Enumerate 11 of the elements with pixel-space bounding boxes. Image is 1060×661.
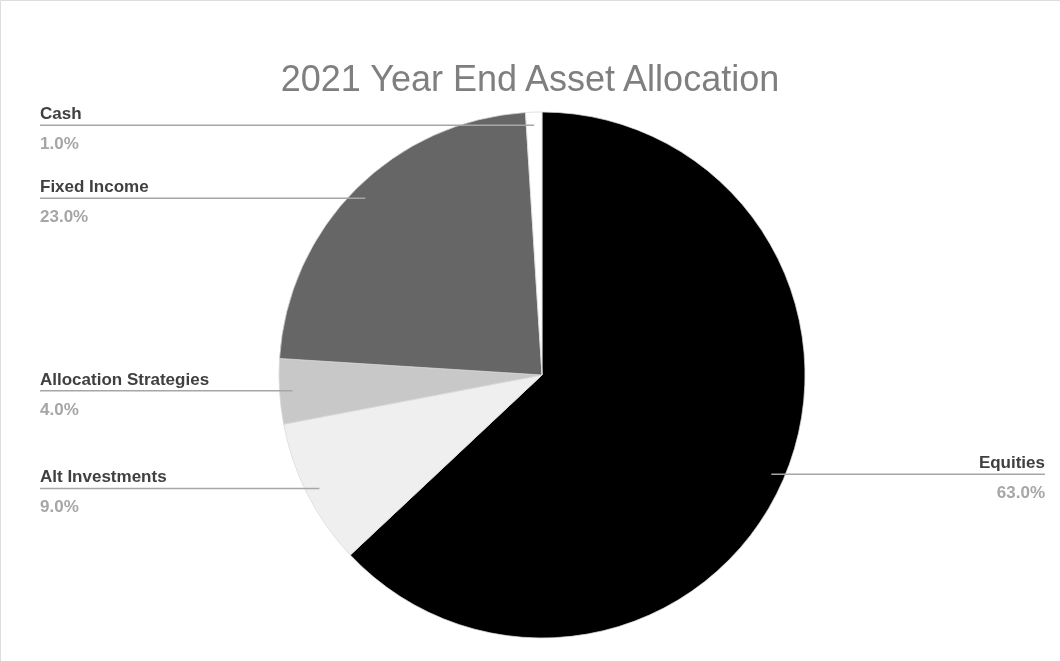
slice-label: Fixed Income <box>40 177 149 197</box>
data-label: 63.0% <box>996 483 1045 503</box>
slice-label: Alt Investments <box>40 467 167 487</box>
data-label: 9.0% <box>40 497 79 517</box>
chart-title: 2021 Year End Asset Allocation <box>280 58 780 99</box>
slice-label: Cash <box>40 104 82 124</box>
slice-label: Allocation Strategies <box>40 369 210 389</box>
data-label: 1.0% <box>40 134 79 154</box>
slice-label: Equities <box>978 453 1045 473</box>
data-label: 4.0% <box>40 399 79 419</box>
data-label: 23.0% <box>40 207 89 227</box>
